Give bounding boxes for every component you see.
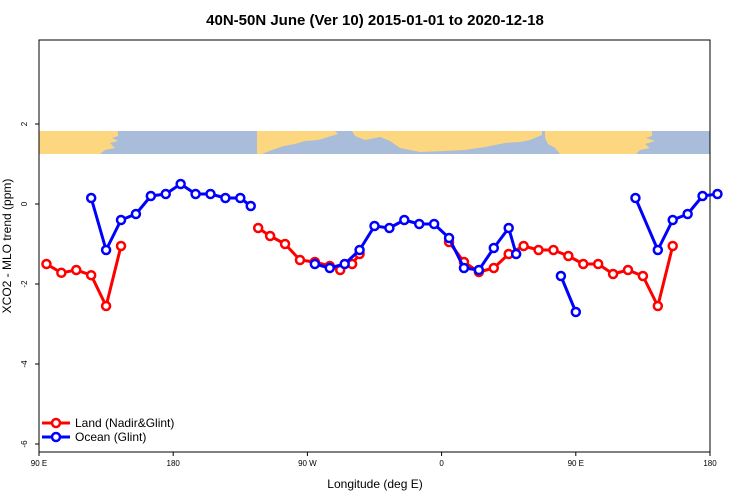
data-point [682,208,693,220]
data-point [384,222,395,234]
x-tick-label: 90 E [31,459,47,468]
data-point [264,230,276,242]
data-point [712,188,723,200]
data-point [697,190,708,202]
data-point [510,248,522,260]
legend-marker-ocean [50,431,62,443]
data-point [592,258,604,270]
data-point [607,268,619,280]
data-point [252,222,264,234]
chart-title: 40N-50N June (Ver 10) 2015-01-01 to 2020… [206,12,544,29]
data-point [294,254,306,266]
data-point [205,188,216,200]
data-point [309,258,321,270]
data-point [56,267,67,279]
data-point [160,188,171,200]
legend-label-ocean: Ocean (Glint) [75,430,146,444]
data-point [443,232,455,244]
data-point [563,250,574,262]
data-point [667,240,678,252]
x-tick-label: 90 W [298,459,317,468]
x-tick-label: 90 E [568,459,584,468]
data-point [488,242,500,254]
data-point [339,258,350,270]
legend-label-land: Land (Nadir&Glint) [75,416,174,430]
data-point [85,192,97,204]
data-point [354,244,365,256]
data-point [652,300,664,312]
y-axis-label: XCO2 - MLO trend (ppm) [0,179,14,314]
series-layer [41,178,723,318]
world-map-strip [39,131,710,154]
data-point [413,218,425,230]
data-point [324,262,336,274]
data-point [637,270,649,282]
data-point [115,214,127,226]
series-ocean [85,178,723,318]
x-axis-label: Longitude (deg E) [327,477,422,491]
data-point [622,264,634,276]
data-point [175,178,186,190]
data-point [100,244,112,256]
data-point [578,258,589,270]
series-line [559,275,578,313]
data-point [570,306,582,318]
series-land [41,222,678,312]
y-tick-label: 2 [20,121,29,126]
data-point [220,192,231,204]
y-tick-label: 0 [20,201,29,206]
data-point [555,270,567,282]
y-tick-label: -6 [20,440,29,448]
data-point [245,200,256,212]
data-point [145,190,157,202]
data-point [518,240,529,252]
y-tick-label: -4 [20,360,29,368]
data-point [458,262,470,274]
x-axis: 90 E 180 90 W 0 90 E 180 [31,452,717,468]
data-point [428,218,440,230]
data-point [369,220,380,232]
data-point [130,208,142,220]
data-point [548,244,559,256]
data-point [667,214,678,226]
data-point [488,262,500,274]
y-axis: -6 -4 -2 0 2 [20,121,39,448]
x-tick-label: 180 [167,459,181,468]
legend-item-ocean: Ocean (Glint) [42,430,146,444]
data-point [190,188,201,200]
data-point [71,264,82,276]
data-point [630,192,641,204]
data-point [279,238,291,250]
data-point [473,264,485,276]
data-point [235,192,246,204]
series-line [447,241,675,308]
data-point [652,244,664,256]
y-tick-label: -2 [20,280,29,288]
legend: Land (Nadir&Glint) Ocean (Glint) [42,416,174,444]
data-point [100,300,112,312]
x-tick-label: 180 [703,459,717,468]
data-point [399,214,410,226]
plot-frame [38,39,711,453]
data-point [533,244,544,256]
x-tick-label: 0 [439,459,444,468]
data-point [85,269,97,281]
data-point [41,258,52,270]
legend-item-land: Land (Nadir&Glint) [42,416,174,430]
data-point [115,240,127,252]
legend-marker-land [50,417,62,429]
data-point [503,222,514,234]
